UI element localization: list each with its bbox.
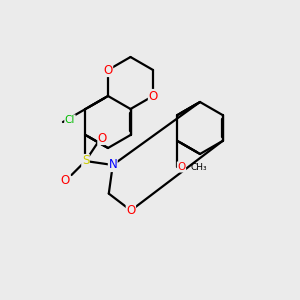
Text: O: O <box>126 204 136 217</box>
Text: O: O <box>61 175 70 188</box>
Text: CH₃: CH₃ <box>190 164 207 172</box>
Text: O: O <box>148 89 158 103</box>
Text: O: O <box>103 64 112 76</box>
Text: S: S <box>82 154 89 167</box>
Text: Cl: Cl <box>65 115 75 125</box>
Text: N: N <box>108 158 117 172</box>
Text: O: O <box>177 162 186 172</box>
Text: O: O <box>98 131 107 145</box>
